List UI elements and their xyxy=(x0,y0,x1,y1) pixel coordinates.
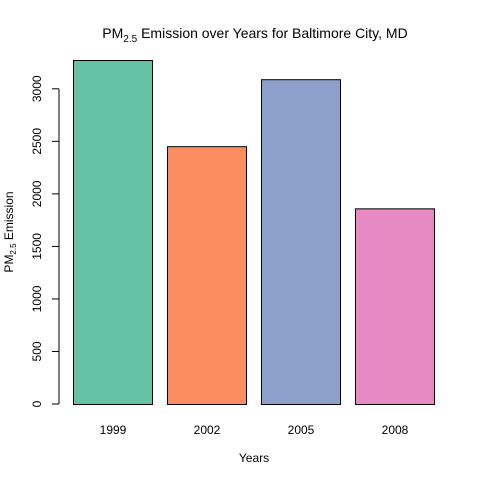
y-axis-label: PM2.5 Emission xyxy=(2,191,18,272)
y-tick-label: 500 xyxy=(30,341,44,361)
chart-title-subscript: 2.5 xyxy=(123,34,137,45)
y-axis-label-main: PM xyxy=(2,255,16,273)
chart-title: PM2.5 Emission over Years for Baltimore … xyxy=(102,25,407,45)
x-tick-label: 1999 xyxy=(100,423,127,437)
chart-title-main: PM xyxy=(102,25,123,41)
y-tick-label: 1500 xyxy=(30,233,44,260)
x-tick-label: 2008 xyxy=(382,423,409,437)
x-tick-label: 2005 xyxy=(288,423,315,437)
bar-2008 xyxy=(355,208,435,405)
x-axis-label: Years xyxy=(239,451,269,465)
chart-title-rest: Emission over Years for Baltimore City, … xyxy=(137,25,408,41)
y-tick-label: 0 xyxy=(30,400,44,407)
bar-2005 xyxy=(261,79,341,406)
y-tick-label: 1000 xyxy=(30,285,44,312)
y-axis: 0 500 1000 1500 2000 2500 3000 xyxy=(30,75,60,407)
y-tick-label: 2500 xyxy=(30,128,44,155)
y-tick-label: 3000 xyxy=(30,75,44,102)
y-axis-label-subscript: 2.5 xyxy=(9,243,18,255)
y-axis-label-rest: Emission xyxy=(2,191,16,243)
x-tick-labels: 1999 2002 2005 2008 xyxy=(100,423,409,437)
bar-1999 xyxy=(73,60,153,405)
x-tick-label: 2002 xyxy=(194,423,221,437)
y-tick-label: 2000 xyxy=(30,180,44,207)
bars xyxy=(73,60,435,406)
bar-2002 xyxy=(167,146,247,406)
